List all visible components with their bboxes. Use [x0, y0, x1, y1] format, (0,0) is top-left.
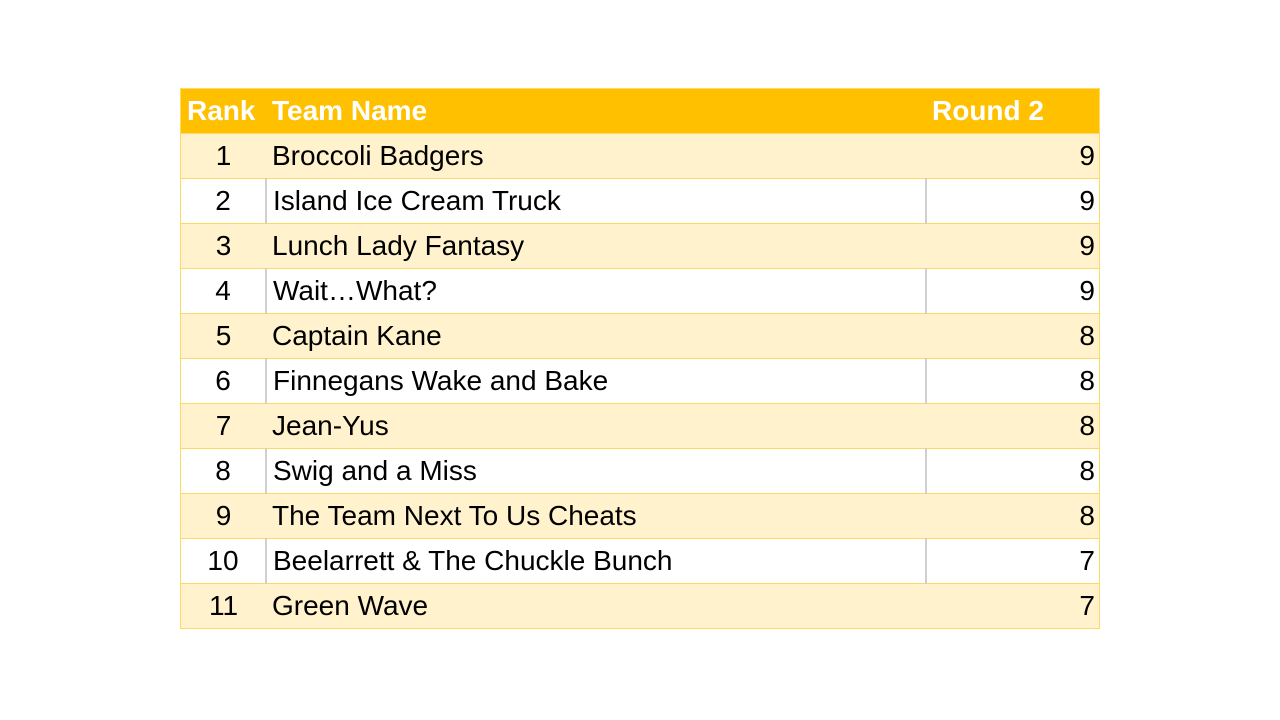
- round-2-score-cell: 8: [926, 403, 1100, 449]
- round-2-score-cell: 8: [926, 313, 1100, 359]
- team-name-cell: The Team Next To Us Cheats: [266, 493, 926, 539]
- table-row: 6 Finnegans Wake and Bake 8: [180, 358, 1100, 404]
- round-2-score-cell: 8: [926, 358, 1100, 404]
- rank-cell: 7: [180, 403, 266, 449]
- rank-cell: 4: [180, 268, 266, 314]
- round-2-score-cell: 8: [926, 493, 1100, 539]
- round-2-score-cell: 8: [926, 448, 1100, 494]
- table-row: 2 Island Ice Cream Truck 9: [180, 178, 1100, 224]
- standings-table: Rank Team Name Round 2 1 Broccoli Badgers…: [180, 88, 1100, 629]
- rank-cell: 5: [180, 313, 266, 359]
- rank-cell: 2: [180, 178, 266, 224]
- team-name-cell: Wait…What?: [265, 268, 927, 314]
- team-name-cell: Captain Kane: [266, 313, 926, 359]
- table-row: 3 Lunch Lady Fantasy 9: [180, 223, 1100, 269]
- team-name-cell: Beelarrett & The Chuckle Bunch: [265, 538, 927, 584]
- round-2-score-cell: 9: [926, 178, 1100, 224]
- table-row: 7 Jean-Yus 8: [180, 403, 1100, 449]
- rank-cell: 8: [180, 448, 266, 494]
- table-row: 9 The Team Next To Us Cheats 8: [180, 493, 1100, 539]
- table-row: 5 Captain Kane 8: [180, 313, 1100, 359]
- team-name-cell: Jean-Yus: [266, 403, 926, 449]
- rank-cell: 10: [180, 538, 266, 584]
- team-name-cell: Lunch Lady Fantasy: [266, 223, 926, 269]
- rank-cell: 6: [180, 358, 266, 404]
- team-name-cell: Green Wave: [266, 583, 926, 629]
- rank-cell: 9: [180, 493, 266, 539]
- header-round-2: Round 2: [926, 88, 1100, 134]
- table-row: 4 Wait…What? 9: [180, 268, 1100, 314]
- table-row: 1 Broccoli Badgers 9: [180, 133, 1100, 179]
- rank-cell: 11: [180, 583, 266, 629]
- header-rank: Rank: [180, 88, 266, 134]
- round-2-score-cell: 7: [926, 538, 1100, 584]
- round-2-score-cell: 9: [926, 223, 1100, 269]
- rank-cell: 1: [180, 133, 266, 179]
- team-name-cell: Finnegans Wake and Bake: [265, 358, 927, 404]
- team-name-cell: Swig and a Miss: [265, 448, 927, 494]
- team-name-cell: Island Ice Cream Truck: [265, 178, 927, 224]
- table-row: 11 Green Wave 7: [180, 583, 1100, 629]
- round-2-score-cell: 7: [926, 583, 1100, 629]
- header-team-name: Team Name: [266, 88, 926, 134]
- round-2-score-cell: 9: [926, 268, 1100, 314]
- team-name-cell: Broccoli Badgers: [266, 133, 926, 179]
- header-row: Rank Team Name Round 2: [180, 88, 1100, 134]
- rank-cell: 3: [180, 223, 266, 269]
- table-row: 8 Swig and a Miss 8: [180, 448, 1100, 494]
- table-row: 10 Beelarrett & The Chuckle Bunch 7: [180, 538, 1100, 584]
- round-2-score-cell: 9: [926, 133, 1100, 179]
